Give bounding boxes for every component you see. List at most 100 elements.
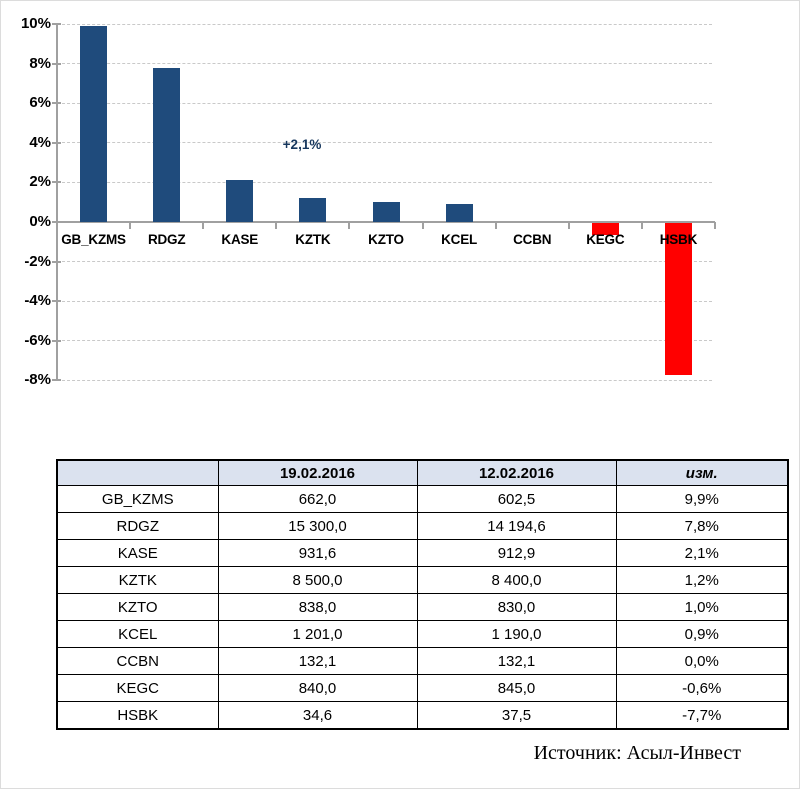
- category-label-gb_kzms: GB_KZMS: [61, 232, 126, 247]
- price-change-bar-chart: +2,1% 10% 8% 6% 4% 2% 0% -2% -4% -6% -8% GB_KZMS RD…: [20, 15, 716, 389]
- cell-change: 1,0%: [615, 593, 789, 621]
- bar-kase: [226, 180, 254, 222]
- category-label-kcel: KCEL: [441, 232, 478, 247]
- cell-ticker: HSBK: [56, 701, 219, 730]
- gridline: [57, 102, 712, 104]
- gridline: [57, 300, 712, 302]
- cell-change: 7,8%: [615, 512, 789, 540]
- cell-ticker: KZTK: [56, 566, 219, 594]
- cell-value-1: 34,6: [217, 701, 418, 730]
- cell-change: -7,7%: [615, 701, 789, 730]
- cell-value-1: 1 201,0: [217, 620, 418, 648]
- cell-change: 9,9%: [615, 485, 789, 513]
- cell-ticker: KCEL: [56, 620, 219, 648]
- x-axis-tick: [348, 222, 351, 229]
- cell-value-1: 838,0: [217, 593, 418, 621]
- table-row: KEGC 840,0 845,0 -0,6%: [56, 674, 789, 702]
- cell-value-2: 912,9: [416, 539, 617, 567]
- category-label-ccbn: CCBN: [513, 232, 552, 247]
- bar-hsbk: [664, 223, 692, 376]
- cell-ticker: KASE: [56, 539, 219, 567]
- table-header-change: изм.: [615, 459, 789, 486]
- table-header-date-1: 19.02.2016: [217, 459, 418, 486]
- cell-value-2: 37,5: [416, 701, 617, 730]
- table-row: KASE 931,6 912,9 2,1%: [56, 539, 789, 567]
- category-label-kzto: KZTO: [368, 232, 404, 247]
- category-label-hsbk: HSBK: [659, 232, 698, 247]
- cell-value-2: 845,0: [416, 674, 617, 702]
- cell-ticker: KZTO: [56, 593, 219, 621]
- gridline: [57, 340, 712, 342]
- bar-rdgz: [153, 67, 181, 222]
- y-axis-line: [56, 24, 58, 381]
- y-axis-tick-label: 4%: [29, 133, 51, 151]
- x-axis-tick: [714, 222, 716, 229]
- x-axis-tick: [421, 222, 424, 229]
- price-table: 19.02.2016 12.02.2016 изм. GB_KZMS 662,0 6…: [56, 459, 789, 730]
- cell-value-2: 602,5: [416, 485, 617, 513]
- table-row: HSBK 34,6 37,5 -7,7%: [56, 701, 789, 730]
- gridline: [57, 181, 712, 183]
- cell-ticker: RDGZ: [56, 512, 219, 540]
- y-axis-tick-label: 8%: [29, 54, 51, 72]
- bar-kzto: [372, 202, 400, 222]
- cell-value-2: 8 400,0: [416, 566, 617, 594]
- cell-value-1: 840,0: [217, 674, 418, 702]
- category-label-kztk: KZTK: [295, 232, 331, 247]
- x-axis-tick: [202, 222, 205, 229]
- gridline: [57, 23, 712, 25]
- bar-kcel: [445, 204, 473, 222]
- cell-ticker: GB_KZMS: [56, 485, 219, 513]
- cell-change: -0,6%: [615, 674, 789, 702]
- cell-value-2: 1 190,0: [416, 620, 617, 648]
- gridline: [57, 261, 712, 263]
- bar-kegc: [591, 223, 619, 235]
- cell-ticker: CCBN: [56, 647, 219, 675]
- x-axis-tick: [275, 222, 278, 229]
- cell-change: 1,2%: [615, 566, 789, 594]
- table-row: KZTK 8 500,0 8 400,0 1,2%: [56, 566, 789, 594]
- cell-value-1: 132,1: [217, 647, 418, 675]
- cell-value-2: 830,0: [416, 593, 617, 621]
- cell-value-2: 132,1: [416, 647, 617, 675]
- y-axis-tick-label: 0%: [29, 213, 51, 230]
- cell-value-2: 14 194,6: [416, 512, 617, 540]
- table-row: KZTO 838,0 830,0 1,0%: [56, 593, 789, 621]
- cell-value-1: 662,0: [217, 485, 418, 513]
- x-axis-tick: [494, 222, 497, 229]
- y-axis-tick-label: -2%: [24, 252, 51, 270]
- y-axis-tick-label: 2%: [29, 173, 51, 191]
- table-row: CCBN 132,1 132,1 0,0%: [56, 647, 789, 675]
- table-header-date-2: 12.02.2016: [416, 459, 617, 486]
- x-axis-line: [57, 221, 715, 223]
- bar-gb_kzms: [80, 25, 108, 222]
- cell-value-1: 931,6: [217, 539, 418, 567]
- table-header-row: 19.02.2016 12.02.2016 изм.: [56, 459, 789, 486]
- cell-ticker: KEGC: [56, 674, 219, 702]
- cell-change: 0,9%: [615, 620, 789, 648]
- y-axis-tick-label: -6%: [24, 331, 51, 349]
- source-attribution: Источник: Асыл-Инвест: [533, 742, 741, 764]
- category-label-kegc: KEGC: [586, 232, 625, 247]
- chart-annotation: +2,1%: [282, 137, 322, 152]
- y-axis-tick-label: -4%: [24, 292, 51, 310]
- category-label-rdgz: RDGZ: [147, 232, 186, 247]
- gridline: [57, 379, 712, 381]
- category-label-kase: KASE: [221, 232, 259, 247]
- gridline: [57, 142, 712, 144]
- y-axis-tick-label: 10%: [20, 15, 51, 32]
- cell-change: 0,0%: [615, 647, 789, 675]
- gridline: [57, 63, 712, 65]
- cell-value-1: 8 500,0: [217, 566, 418, 594]
- x-axis-tick: [567, 222, 570, 229]
- cell-change: 2,1%: [615, 539, 789, 567]
- x-axis-tick: [129, 222, 132, 229]
- table-row: KCEL 1 201,0 1 190,0 0,9%: [56, 620, 789, 648]
- cell-value-1: 15 300,0: [217, 512, 418, 540]
- table-header-ticker: [56, 459, 219, 486]
- y-axis-tick-label: -8%: [24, 371, 51, 389]
- table-row: RDGZ 15 300,0 14 194,6 7,8%: [56, 512, 789, 540]
- bar-kztk: [299, 198, 327, 222]
- x-axis-tick: [640, 222, 643, 229]
